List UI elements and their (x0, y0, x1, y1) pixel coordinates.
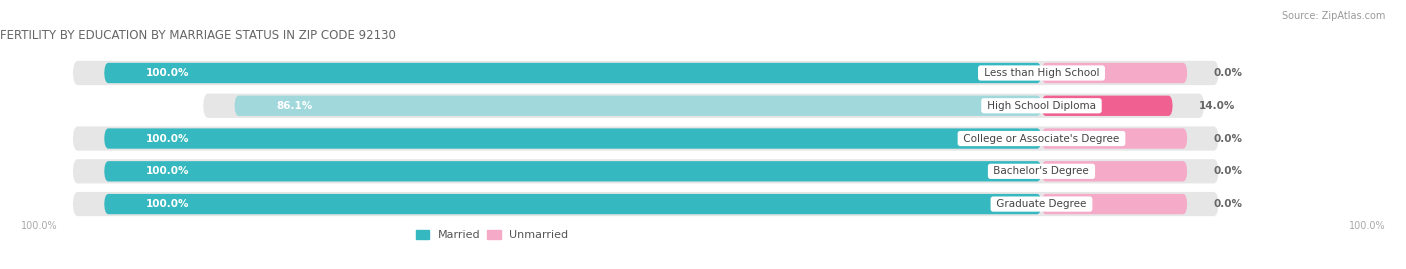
Text: 0.0%: 0.0% (1213, 199, 1243, 209)
Text: 100.0%: 100.0% (21, 221, 58, 231)
FancyBboxPatch shape (204, 94, 1204, 118)
FancyBboxPatch shape (73, 192, 1219, 216)
Legend: Married, Unmarried: Married, Unmarried (411, 225, 574, 245)
FancyBboxPatch shape (104, 63, 1042, 83)
Text: High School Diploma: High School Diploma (984, 101, 1099, 111)
FancyBboxPatch shape (104, 128, 1042, 149)
FancyBboxPatch shape (73, 159, 1219, 183)
FancyBboxPatch shape (104, 161, 1042, 182)
FancyBboxPatch shape (104, 194, 1042, 214)
Text: College or Associate's Degree: College or Associate's Degree (960, 133, 1123, 144)
Text: 100.0%: 100.0% (146, 133, 190, 144)
FancyBboxPatch shape (1042, 128, 1187, 149)
Text: FERTILITY BY EDUCATION BY MARRIAGE STATUS IN ZIP CODE 92130: FERTILITY BY EDUCATION BY MARRIAGE STATU… (0, 29, 396, 42)
Text: 86.1%: 86.1% (276, 101, 312, 111)
Text: 0.0%: 0.0% (1213, 68, 1243, 78)
Text: Less than High School: Less than High School (980, 68, 1102, 78)
Text: 0.0%: 0.0% (1213, 166, 1243, 176)
FancyBboxPatch shape (1042, 161, 1187, 182)
Text: 100.0%: 100.0% (146, 199, 190, 209)
FancyBboxPatch shape (235, 95, 1042, 116)
Text: 0.0%: 0.0% (1213, 133, 1243, 144)
FancyBboxPatch shape (73, 61, 1219, 85)
FancyBboxPatch shape (1042, 95, 1173, 116)
Text: 100.0%: 100.0% (146, 68, 190, 78)
Text: Source: ZipAtlas.com: Source: ZipAtlas.com (1281, 11, 1385, 21)
FancyBboxPatch shape (1042, 194, 1187, 214)
FancyBboxPatch shape (1042, 63, 1187, 83)
Text: 100.0%: 100.0% (1348, 221, 1385, 231)
FancyBboxPatch shape (73, 126, 1219, 151)
Text: 14.0%: 14.0% (1199, 101, 1234, 111)
Text: 100.0%: 100.0% (146, 166, 190, 176)
Text: Bachelor's Degree: Bachelor's Degree (990, 166, 1092, 176)
Text: Graduate Degree: Graduate Degree (993, 199, 1090, 209)
